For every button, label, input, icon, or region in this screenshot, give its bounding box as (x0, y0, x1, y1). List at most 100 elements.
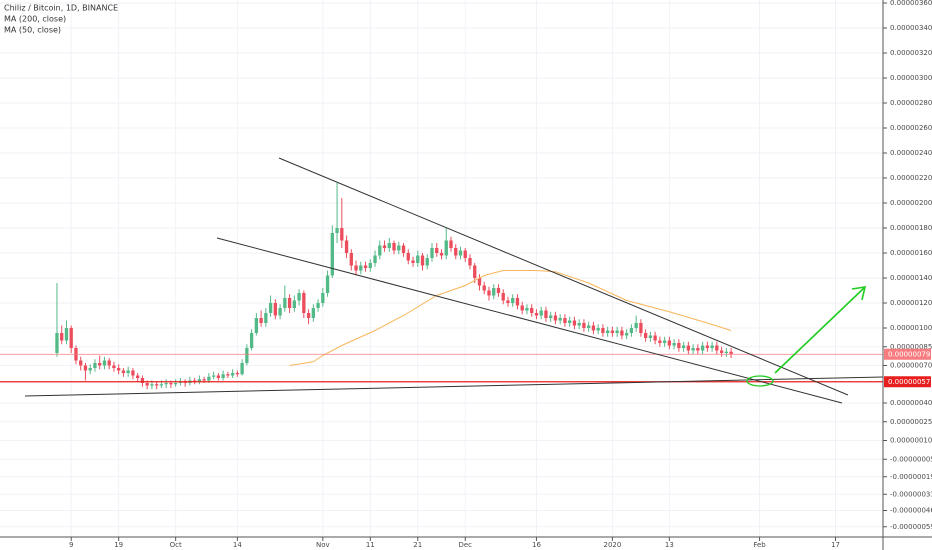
candle-body (549, 315, 553, 318)
candle-body (363, 265, 368, 268)
candle-body (525, 308, 529, 311)
candle-body (686, 345, 691, 351)
candle-body (496, 288, 501, 293)
candle-body (501, 293, 505, 301)
candle-body (154, 384, 159, 386)
candle-body (605, 330, 610, 333)
candle-body (335, 228, 339, 233)
candle-body (520, 305, 524, 311)
candle-body (506, 300, 510, 303)
arrow (774, 287, 865, 374)
candle-body (610, 330, 615, 333)
candle-body (724, 351, 729, 353)
candle-body (572, 320, 577, 326)
candle-body (473, 265, 477, 278)
candle-body (98, 363, 102, 366)
candle-body (463, 250, 467, 258)
candle-body (634, 323, 638, 328)
candle-body (354, 265, 358, 271)
candle-body (306, 313, 311, 318)
candle-body (511, 298, 515, 303)
candle-body (696, 348, 700, 351)
price-label: 0.00000057 (888, 378, 930, 386)
candle-body (88, 368, 92, 371)
price-label-box (884, 348, 931, 360)
legend-entry: MA (200, close) (4, 15, 66, 24)
candle-body (93, 363, 97, 368)
y-tick-label: 0.00000085 (890, 343, 932, 351)
candle-body (183, 381, 187, 383)
candle-body (259, 318, 263, 323)
candle-body (392, 243, 396, 251)
candle-body (211, 375, 216, 377)
x-tick-label: 17 (831, 541, 840, 549)
grid (0, 0, 883, 537)
candle-body (411, 260, 415, 263)
candle-body (340, 228, 344, 241)
legend-entry: MA (50, close) (4, 26, 61, 35)
candle-body (359, 265, 363, 271)
candle-body (587, 325, 591, 328)
candle-body (454, 248, 458, 256)
candle-body (164, 383, 168, 385)
candle-body (430, 248, 434, 258)
candle-body (515, 298, 520, 306)
candle-body (482, 285, 486, 291)
candle-body (207, 376, 211, 381)
candle-body (316, 303, 320, 308)
candle-body (487, 290, 491, 296)
candle-body (544, 310, 548, 318)
candle-body (60, 333, 64, 341)
candle-body (401, 245, 406, 253)
candle-body (444, 240, 448, 256)
candle-body (249, 333, 254, 348)
price-label: 0.00000079 (888, 350, 930, 358)
candle-body (382, 245, 387, 248)
candle-body (729, 351, 733, 355)
candle-body (591, 325, 596, 331)
candle-body (458, 250, 463, 256)
drawings (24, 157, 884, 404)
y-tick-label: 0.00000180 (890, 224, 932, 232)
candle-body (534, 313, 539, 316)
y-tick-label: 0.00000010 (890, 437, 932, 445)
candle-body (145, 383, 149, 386)
y-tick-label: 0.00000040 (890, 399, 932, 407)
y-tick-label: 0.00000240 (890, 149, 932, 157)
candle-body (539, 310, 543, 316)
y-tick-label: 0.00000320 (890, 49, 932, 57)
y-tick-label: 0.00000260 (890, 124, 932, 132)
candle-body (292, 300, 296, 308)
y-tick-label: -0.00000059 (890, 523, 932, 531)
x-tick-label: 9 (69, 541, 73, 549)
candle-body (624, 333, 629, 336)
candle-body (264, 313, 268, 323)
candle-body (648, 335, 653, 338)
candle-body (245, 348, 249, 363)
x-tick-label: 19 (114, 541, 123, 549)
x-tick-label: Dec (458, 541, 472, 549)
candle-body (221, 374, 225, 378)
candle-body (302, 293, 306, 313)
candle-body (297, 293, 301, 301)
candle-body (477, 278, 482, 286)
candle-body (150, 384, 154, 386)
candle-body (710, 345, 714, 348)
candle-body (126, 370, 130, 373)
candle-body (420, 255, 425, 266)
candle-body (197, 379, 202, 382)
x-tick-label: Oct (170, 541, 182, 549)
candle-body (425, 258, 429, 266)
y-tick-label: -0.00000046 (890, 507, 932, 515)
y-tick-label: 0.00000100 (890, 324, 932, 332)
candle-body (439, 253, 444, 256)
candle-body (700, 345, 705, 351)
y-tick-label: 0.00000160 (890, 249, 932, 257)
candle-body (620, 330, 624, 336)
candle-body (677, 343, 681, 348)
candle-body (216, 375, 221, 378)
candle-body (173, 383, 178, 385)
candle-body (64, 328, 69, 341)
